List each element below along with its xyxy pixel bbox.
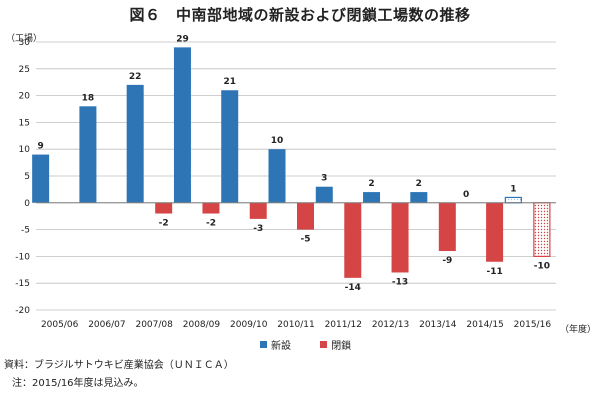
data-label-new: 9 <box>38 142 44 152</box>
grid-lines <box>36 41 556 311</box>
legend-swatch-closed <box>320 341 328 348</box>
footnote: 注：2015/16年度は見込み。 <box>12 378 144 389</box>
y-tick-label: 25 <box>19 65 30 75</box>
data-label-closed: -14 <box>345 283 361 293</box>
bar-new <box>126 84 144 203</box>
bar-closed <box>344 202 362 278</box>
bar-new <box>410 192 428 203</box>
legend-label-new: 新設 <box>271 341 291 352</box>
data-label-new: 2 <box>368 179 374 189</box>
data-label-closed: -2 <box>159 219 169 229</box>
bar-new <box>315 186 333 203</box>
legend-label-closed: 閉鎖 <box>331 341 352 352</box>
bar-new <box>363 192 381 203</box>
legend-item-new: 新設 <box>260 337 291 352</box>
legend-swatch-new <box>260 341 267 348</box>
x-axis-ticks: 2005/06 2006/07 2007/08 2008/09 2009/10 2010/… <box>41 320 551 330</box>
x-tick-label: 2010/11 <box>277 320 314 330</box>
y-tick-label: -20 <box>15 306 30 316</box>
y-axis-ticks: 30 25 20 15 10 5 0 -5 -10 -15 -20 <box>15 38 30 316</box>
source-note: 資料：ブラジルサトウキビ産業協会（ＵＮＩＣＡ） <box>4 360 234 371</box>
data-label-closed: -9 <box>442 256 452 266</box>
y-tick-label: 10 <box>19 145 31 155</box>
legend: 新設 閉鎖 <box>260 337 377 352</box>
data-label-new: 0 <box>463 190 469 200</box>
bar-closed <box>438 202 456 252</box>
bar-new <box>32 154 50 203</box>
data-labels: 9 18 22 -2 29 -2 21 -3 10 -5 3 -14 2 -13 2 -9 0 -11 1 -10 <box>38 34 550 292</box>
bar-new <box>504 196 522 204</box>
bar-closed <box>486 202 504 262</box>
bar-closed <box>155 202 173 214</box>
bar-new <box>79 106 97 203</box>
data-label-new: 10 <box>271 136 284 146</box>
data-label-new: 3 <box>321 174 327 184</box>
data-label-closed: -11 <box>486 267 502 277</box>
x-tick-label: 2015/16 <box>514 320 552 330</box>
x-tick-label: 2009/10 <box>230 320 268 330</box>
bars <box>32 47 551 278</box>
y-tick-label: 20 <box>19 92 31 102</box>
y-tick-label: 5 <box>24 172 30 182</box>
data-label-closed: -10 <box>534 261 550 271</box>
x-tick-label: 2005/06 <box>41 320 79 330</box>
data-label-new: 2 <box>416 179 422 189</box>
data-label-closed: -3 <box>253 224 263 234</box>
bar-new <box>221 90 239 203</box>
y-tick-label: -15 <box>15 279 30 289</box>
y-tick-label: 0 <box>24 199 30 209</box>
bar-new <box>268 149 286 203</box>
bar-new <box>173 47 191 203</box>
data-label-closed: -5 <box>301 235 311 245</box>
bar-closed <box>297 202 314 230</box>
chart-title: 図６ 中南部地域の新設および閉鎖工場数の推移 <box>129 6 471 24</box>
y-axis-unit-label: （工場） <box>6 34 43 44</box>
x-tick-label: 2014/15 <box>466 320 503 330</box>
x-tick-label: 2006/07 <box>88 320 125 330</box>
x-tick-label: 2012/13 <box>372 320 409 330</box>
x-tick-label: 2008/09 <box>183 320 221 330</box>
y-tick-label: -10 <box>15 252 30 262</box>
data-label-closed: -2 <box>206 219 216 229</box>
bar-closed <box>202 202 220 214</box>
bar-closed <box>391 202 409 273</box>
x-axis-unit-label: （年度） <box>560 325 597 335</box>
data-label-new: 1 <box>510 184 516 194</box>
data-label-new: 22 <box>129 72 142 82</box>
y-tick-label: 30 <box>19 38 31 48</box>
data-label-new: 18 <box>82 93 95 103</box>
x-tick-label: 2013/14 <box>419 320 457 330</box>
x-tick-label: 2011/12 <box>325 320 362 330</box>
bar-closed <box>533 202 551 258</box>
x-tick-label: 2007/08 <box>135 320 173 330</box>
legend-item-closed: 閉鎖 <box>320 337 351 352</box>
data-label-new: 21 <box>223 77 236 87</box>
data-label-closed: -13 <box>392 277 408 287</box>
bar-closed <box>249 202 267 219</box>
y-tick-label: 15 <box>19 118 30 128</box>
y-tick-label: -5 <box>21 226 30 236</box>
data-label-new: 29 <box>176 34 189 44</box>
